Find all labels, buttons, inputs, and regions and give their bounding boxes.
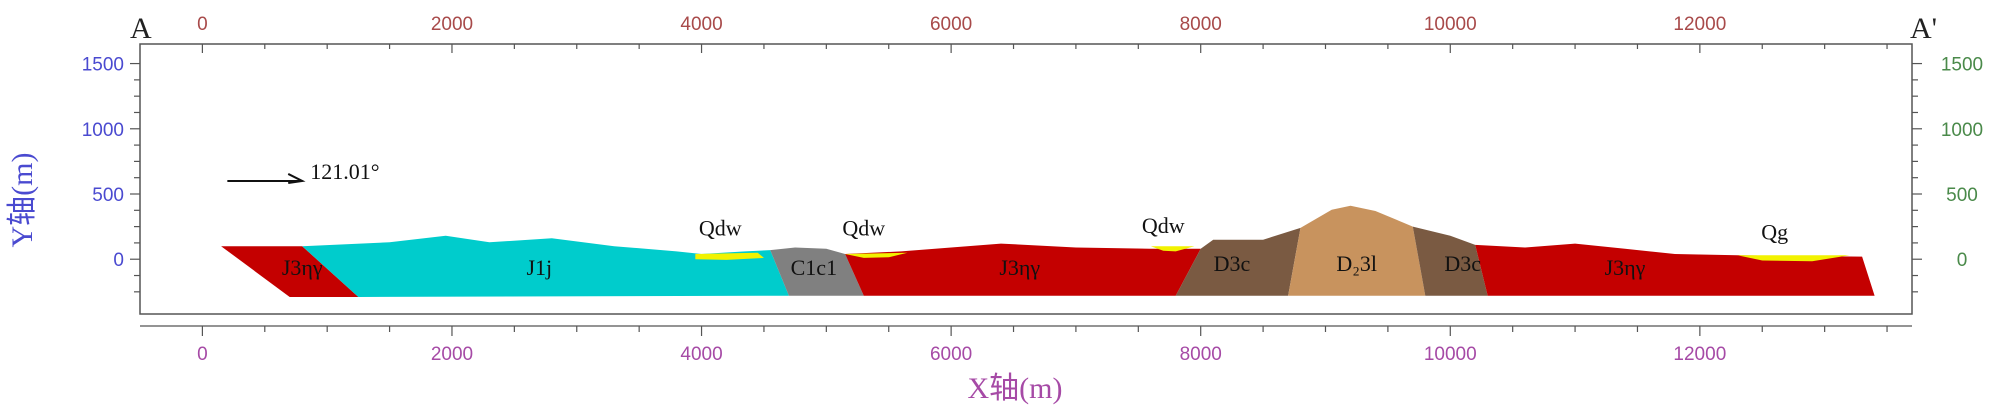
unit-label-10: Qdw: [1142, 213, 1185, 238]
unit-D3c-4: [1175, 227, 1301, 296]
unit-label-11: Qg: [1761, 220, 1788, 245]
y-left-tick-label: 500: [92, 185, 124, 206]
x-bottom-tick-label: 12000: [1673, 344, 1726, 365]
unit-label-7: J3ηγ: [1605, 255, 1646, 280]
y-right-tick-label: 1000: [1941, 120, 1983, 141]
corner-label-left: A: [130, 12, 152, 45]
x-bottom-tick-label: 2000: [431, 344, 473, 365]
x-axis-top: 0 2000 4000 6000 8000 10000 12000: [197, 14, 1888, 53]
unit-Qg-11: [1737, 255, 1850, 262]
x-bottom-tick-label: 6000: [930, 344, 972, 365]
unit-label-3: J3ηγ: [999, 255, 1040, 280]
azimuth-indicator: 121.01°: [227, 159, 380, 184]
x-top-tick-label: 12000: [1673, 14, 1726, 35]
unit-C1c1-2: [770, 247, 864, 296]
x-bottom-tick-label: 4000: [680, 344, 722, 365]
x-top-tick-label: 6000: [930, 14, 972, 35]
x-top-tick-label: 2000: [431, 14, 473, 35]
unit-label-6: D3c: [1444, 251, 1481, 276]
corner-label-right: A': [1910, 12, 1937, 45]
unit-label-5: D₂3l: [1336, 251, 1377, 276]
azimuth-label: 121.01°: [310, 159, 379, 184]
unit-label-8: Qdw: [699, 216, 742, 241]
geologic-unit-labels: J3ηγ J1j C1c1 J3ηγ D3c D₂3l D3c J3ηγ Qdw Qdw Qdw Qg: [282, 213, 1788, 280]
x-top-tick-label: 0: [197, 14, 208, 35]
unit-label-0: J3ηγ: [282, 255, 323, 280]
y-right-tick-label: 0: [1957, 250, 1968, 271]
geologic-units: [221, 205, 1875, 297]
y-right-tick-label: 1500: [1941, 55, 1983, 76]
plot-frame: [139, 43, 1913, 315]
x-bottom-tick-label: 8000: [1180, 344, 1222, 365]
x-bottom-tick-label: 0: [197, 344, 208, 365]
unit-label-4: D3c: [1214, 251, 1251, 276]
x-axis-bottom: 0 2000 4000 6000 8000 10000 12000: [140, 325, 1912, 365]
unit-J3ηγ-3: [845, 243, 1201, 296]
unit-D3c-6: [1412, 226, 1488, 296]
unit-D₂3l-5: [1288, 205, 1426, 296]
azimuth-arrow-head: [287, 173, 306, 184]
x-bottom-tick-label: 10000: [1424, 344, 1477, 365]
y-left-tick-label: 0: [113, 250, 124, 271]
unit-Qdw-8: [695, 252, 764, 260]
unit-Qdw-9: [845, 252, 908, 258]
unit-J3ηγ-7: [1475, 243, 1875, 296]
y-left-tick-label: 1500: [82, 55, 124, 76]
unit-label-2: C1c1: [791, 255, 837, 280]
x-top-tick-label: 4000: [680, 14, 722, 35]
unit-label-1: J1j: [526, 255, 552, 280]
x-top-tick-label: 10000: [1424, 14, 1477, 35]
x-top-tick-label: 8000: [1180, 14, 1222, 35]
y-right-tick-label: 500: [1946, 185, 1978, 206]
x-axis-title: X轴(m): [968, 372, 1063, 405]
y-axis-left: 0 500 1000 1500: [82, 55, 140, 293]
unit-label-9: Qdw: [842, 216, 885, 241]
unit-J3ηγ-0: [221, 246, 359, 297]
y-left-tick-label: 1000: [82, 120, 124, 141]
unit-J1j-1: [302, 235, 789, 297]
unit-Qdw-10: [1150, 246, 1195, 252]
y-axis-title: Y轴(m): [6, 153, 39, 248]
y-axis-right: 0 500 1000 1500: [1912, 55, 1983, 293]
